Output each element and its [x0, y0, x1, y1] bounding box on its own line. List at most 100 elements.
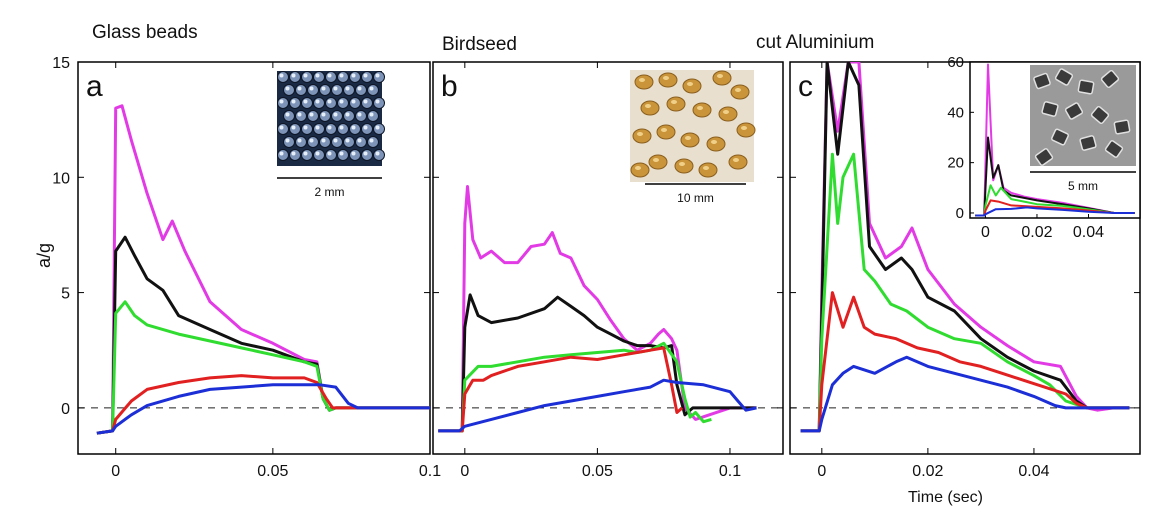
series-line — [800, 152, 1130, 433]
bead — [331, 136, 343, 148]
bead — [289, 71, 301, 83]
bead-highlight — [339, 125, 344, 130]
seed-highlight — [697, 106, 703, 110]
seed-highlight — [723, 110, 729, 114]
bead-highlight — [363, 73, 368, 78]
seed — [666, 96, 686, 112]
seed — [674, 158, 694, 174]
scale-bar-c: 5 mm — [1030, 171, 1136, 193]
panel-c-title: cut Aluminium — [756, 32, 875, 53]
series-line — [800, 355, 1130, 433]
bead — [307, 136, 319, 148]
bead-highlight — [333, 112, 338, 117]
inset-photo-aluminium — [1030, 65, 1136, 166]
bead — [361, 149, 373, 161]
panel-c-frame — [789, 61, 1141, 455]
aluminium-piece — [1104, 140, 1124, 158]
inset-x-tick-label: 0.04 — [1073, 224, 1104, 241]
y-tick-label: 10 — [52, 170, 70, 187]
seed — [630, 162, 650, 178]
bead — [343, 84, 355, 96]
bead-highlight — [315, 99, 320, 104]
bead — [337, 71, 349, 83]
seed — [680, 132, 700, 148]
bead-highlight — [279, 99, 284, 104]
seed-highlight — [653, 158, 659, 162]
bead — [349, 149, 361, 161]
bead — [373, 123, 385, 135]
seed — [730, 84, 750, 100]
bead-highlight — [363, 151, 368, 156]
bead-highlight — [375, 99, 380, 104]
x-tick-label: 0.05 — [582, 463, 613, 480]
bead — [367, 84, 379, 96]
aluminium-piece — [1064, 102, 1084, 120]
bead-highlight — [351, 151, 356, 156]
bead-highlight — [375, 125, 380, 130]
panel-a-frame — [77, 61, 431, 455]
bead-highlight — [309, 86, 314, 91]
seed — [656, 124, 676, 140]
bead — [301, 123, 313, 135]
scale-bar-label: 5 mm — [1068, 179, 1098, 193]
bead — [277, 149, 289, 161]
panel-letter: b — [441, 70, 458, 103]
bead-highlight — [291, 125, 296, 130]
series-line — [438, 341, 712, 433]
inset-series-line — [975, 136, 1135, 217]
bead-highlight — [351, 125, 356, 130]
bead-highlight — [369, 112, 374, 117]
bead — [301, 71, 313, 83]
bead — [367, 136, 379, 148]
panel-b-frame — [432, 61, 784, 455]
bead-highlight — [315, 73, 320, 78]
bead — [373, 97, 385, 109]
x-tick-label: 0 — [111, 463, 120, 480]
seed-highlight — [685, 136, 691, 140]
bead-highlight — [363, 99, 368, 104]
inset-series-line — [975, 206, 1135, 217]
aluminium-piece — [1113, 119, 1131, 135]
aluminium-piece — [1079, 135, 1097, 151]
seed — [692, 102, 712, 118]
panel-a: 0 0.05 0.1 0 5 10 15 a 2 mm — [52, 55, 441, 480]
x-tick-label: 0 — [460, 463, 469, 480]
bead — [295, 84, 307, 96]
bead-highlight — [279, 73, 284, 78]
bead-highlight — [291, 151, 296, 156]
x-axis-label: Time (sec) — [908, 489, 983, 506]
y-tick-label: 5 — [61, 286, 70, 303]
bead — [373, 71, 385, 83]
bead-highlight — [339, 151, 344, 156]
bead — [319, 84, 331, 96]
bead — [313, 97, 325, 109]
bead — [289, 97, 301, 109]
bead-highlight — [327, 125, 332, 130]
inset-chart: 0 0.02 0.04 0 20 40 60 5 mm — [947, 54, 1141, 241]
seed — [736, 122, 756, 138]
seed-highlight — [671, 100, 677, 104]
bead — [307, 84, 319, 96]
bead — [325, 97, 337, 109]
bead-highlight — [339, 73, 344, 78]
scale-bar-label: 2 mm — [315, 185, 345, 199]
aluminium-piece — [1090, 105, 1110, 125]
seed-highlight — [687, 82, 693, 86]
seed-highlight — [645, 104, 651, 108]
bead-highlight — [351, 73, 356, 78]
bead — [325, 71, 337, 83]
bead-highlight — [297, 86, 302, 91]
bead-highlight — [321, 138, 326, 143]
bead-highlight — [327, 73, 332, 78]
bead — [337, 123, 349, 135]
x-tick-label: 0.05 — [257, 463, 288, 480]
bead-highlight — [345, 138, 350, 143]
seed — [706, 136, 726, 152]
x-tick-label: 0.02 — [912, 463, 943, 480]
bead-highlight — [297, 138, 302, 143]
aluminium-piece — [1077, 79, 1095, 95]
seed-highlight — [711, 140, 717, 144]
bead-highlight — [357, 138, 362, 143]
seed-highlight — [741, 126, 747, 130]
